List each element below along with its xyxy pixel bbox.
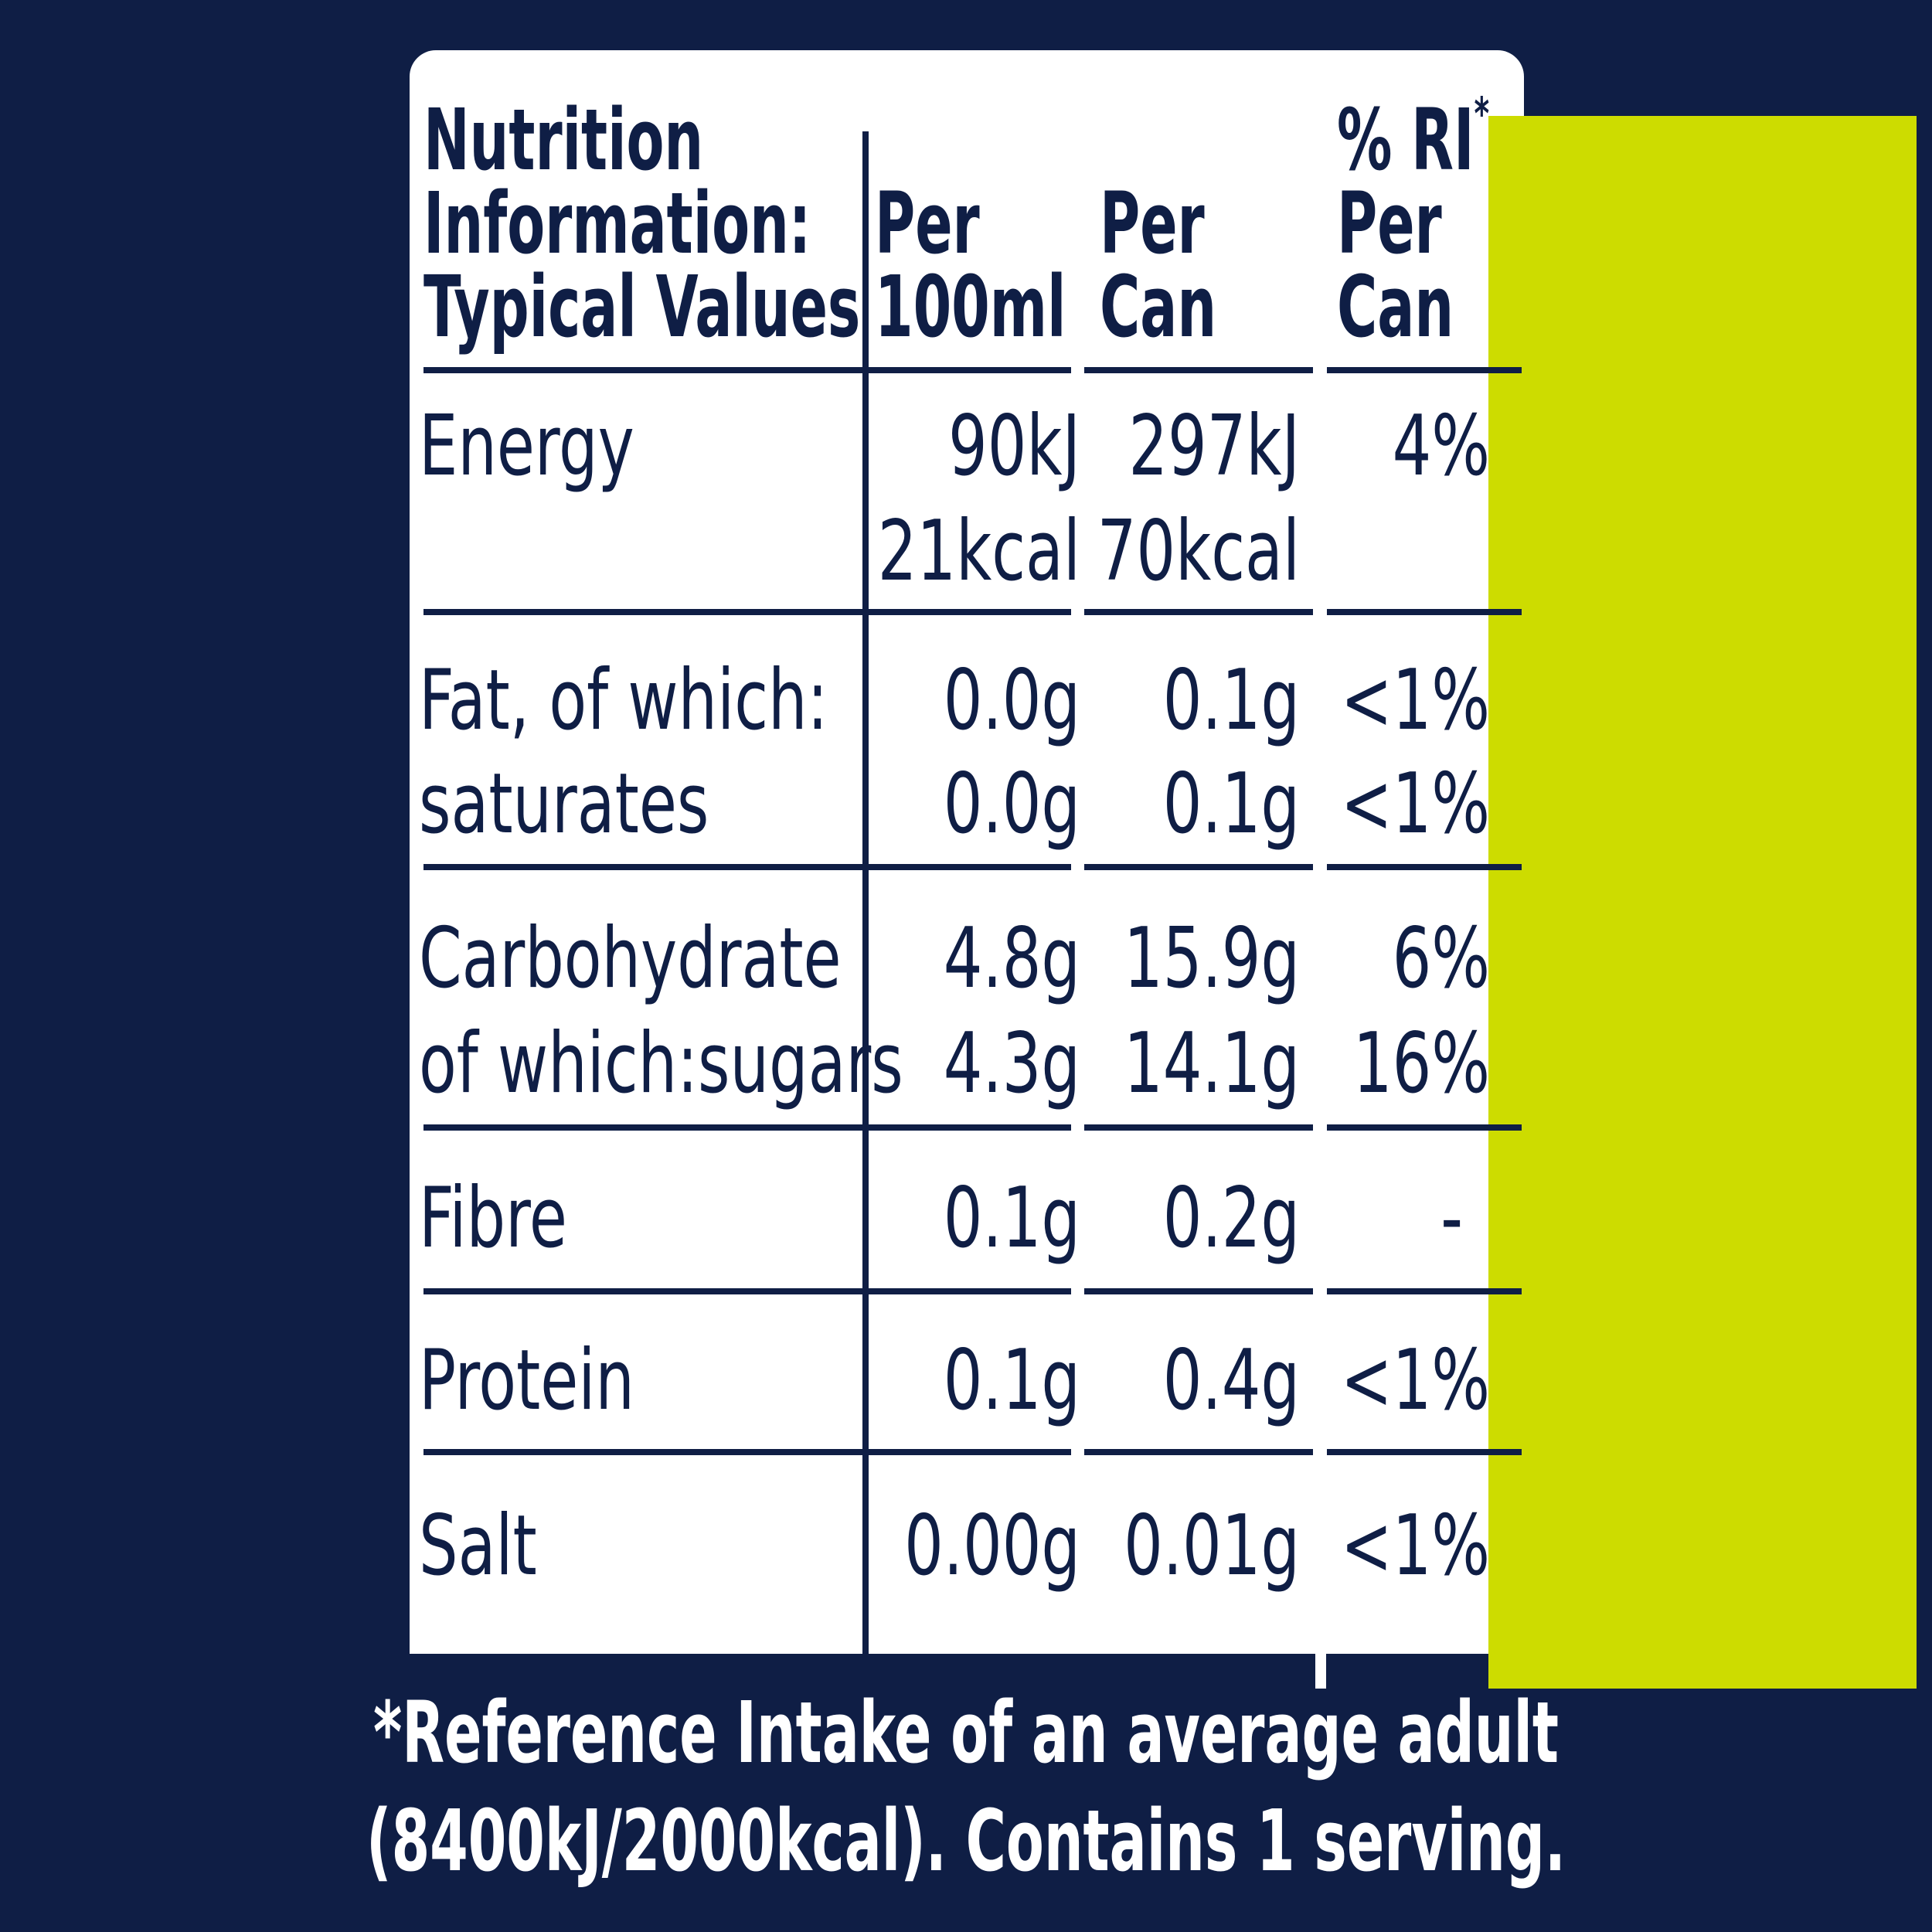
nutrient-sublabel: saturates	[419, 756, 709, 852]
nutrient-label: Protein	[419, 1332, 634, 1429]
row-divider	[1327, 864, 1522, 870]
row-divider	[1327, 367, 1522, 373]
row-divider	[1084, 1124, 1313, 1131]
per-can-value: 0.1g	[1162, 652, 1300, 749]
column-divider-percan	[1315, 116, 1321, 1689]
per-can-value: 0.2g	[1162, 1170, 1300, 1267]
per-can-value: 0.01g	[1124, 1498, 1300, 1594]
row-divider	[1084, 367, 1313, 373]
ri-value: <1%	[1340, 1498, 1490, 1594]
nutrient-label: Carbohydrate	[419, 910, 842, 1007]
nutrition-panel: Nutrition Information: Typical Values Pe…	[410, 50, 1917, 1689]
row-divider	[1327, 609, 1522, 615]
row-divider	[423, 864, 1071, 870]
per-100ml-value: 0.0g	[943, 756, 1080, 852]
ri-value: <1%	[1340, 756, 1490, 852]
ri-value: 4%	[1392, 398, 1490, 495]
row-divider	[1327, 1124, 1522, 1131]
per-100ml-value: 0.1g	[943, 1332, 1080, 1429]
per-100ml-value: 4.8g	[943, 910, 1080, 1007]
footnote-line: *Reference Intake of an average adult	[373, 1683, 1559, 1782]
header-per-can: Per Can	[1100, 174, 1217, 356]
nutrient-label: Fibre	[419, 1170, 567, 1267]
per-can-value: 0.4g	[1162, 1332, 1300, 1429]
header-per-100ml: Per 100ml	[875, 174, 1066, 356]
ri-value: <1%	[1340, 652, 1490, 749]
per-100ml-value: 0.00g	[904, 1498, 1080, 1594]
per-100ml-value: 21kcal	[877, 503, 1080, 600]
nutrient-label: Energy	[419, 398, 634, 495]
per-can-highlight	[1488, 116, 1917, 1689]
per-can-value: 14.1g	[1124, 1015, 1300, 1112]
header-ri-per-can: % RI* Per Can	[1337, 87, 1490, 356]
nutrient-label: Salt	[419, 1498, 537, 1594]
per-can-value: 297kJ	[1128, 398, 1300, 495]
header-nutrient: Nutrition Information: Typical Values	[423, 90, 861, 356]
ri-value: 6%	[1392, 910, 1490, 1007]
ri-value: -	[1440, 1170, 1463, 1267]
ri-value: 16%	[1352, 1015, 1490, 1112]
per-can-value: 70kcal	[1097, 503, 1300, 600]
reference-intake-footnote: *Reference Intake of an average adult (8…	[0, 1679, 1932, 1895]
row-divider	[423, 367, 1071, 373]
footnote-line: (8400kJ/2000kcal). Contains 1 serving.	[366, 1791, 1566, 1890]
row-divider	[1327, 1449, 1522, 1455]
per-100ml-value: 0.0g	[943, 652, 1080, 749]
row-divider	[1084, 1449, 1313, 1455]
row-divider	[423, 1449, 1071, 1455]
column-divider-label	[862, 131, 869, 1677]
per-100ml-value: 0.1g	[943, 1170, 1080, 1267]
per-100ml-value: 4.3g	[943, 1015, 1080, 1112]
row-divider	[1084, 1288, 1313, 1294]
column-divider-percan-2	[1320, 116, 1326, 1689]
per-can-value: 0.1g	[1162, 756, 1300, 852]
row-divider	[1084, 864, 1313, 870]
per-100ml-value: 90kJ	[948, 398, 1080, 495]
row-divider	[1084, 609, 1313, 615]
nutrient-sublabel: of which:sugars	[419, 1015, 903, 1112]
row-divider	[423, 1288, 1071, 1294]
row-divider	[423, 1124, 1071, 1131]
nutrient-label: Fat, of which:	[419, 652, 828, 749]
row-divider	[423, 609, 1071, 615]
per-can-value: 15.9g	[1124, 910, 1300, 1007]
row-divider	[1327, 1288, 1522, 1294]
ri-value: <1%	[1340, 1332, 1490, 1429]
